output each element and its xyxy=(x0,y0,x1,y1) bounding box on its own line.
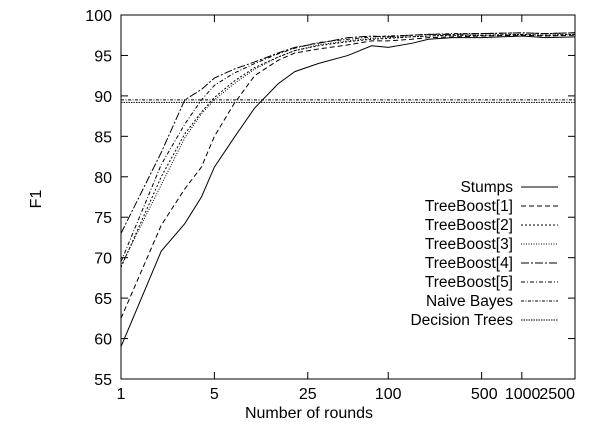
legend-label: TreeBoost[3] xyxy=(425,236,513,253)
y-tick-label: 80 xyxy=(94,170,112,187)
series-line-4 xyxy=(120,33,576,266)
x-tick-label: 100 xyxy=(375,386,402,403)
y-tick-label: 70 xyxy=(94,251,112,268)
plot-frame xyxy=(120,14,576,380)
y-tick-label: 85 xyxy=(94,129,112,146)
legend-label: TreeBoost[5] xyxy=(425,274,513,291)
legend: Stumps TreeBoost[1] TreeBoost[2] TreeBoost[… xyxy=(410,179,558,329)
legend-label: TreeBoost[1] xyxy=(425,198,513,215)
legend-label: Stumps xyxy=(460,179,513,196)
series-line-1 xyxy=(120,35,576,347)
x-tick-label: 1 xyxy=(117,386,126,403)
y-tick-label: 90 xyxy=(94,89,112,106)
y-tick-label: 65 xyxy=(94,291,112,308)
y-tick-label: 100 xyxy=(85,8,112,25)
y-tick-label: 60 xyxy=(94,332,112,349)
legend-label: TreeBoost[2] xyxy=(425,217,513,234)
y-tick-label: 55 xyxy=(94,372,112,389)
series-line-5 xyxy=(120,32,576,234)
legend-label: Decision Trees xyxy=(410,312,513,329)
series-group xyxy=(120,32,576,347)
y-axis: 55 60 65 70 75 80 85 90 95 100 xyxy=(85,8,575,389)
series-line-2 xyxy=(120,34,576,319)
x-tick-label: 5 xyxy=(210,386,219,403)
plot-frame-group xyxy=(120,14,576,380)
y-tick-label: 95 xyxy=(94,48,112,65)
x-tick-label: 500 xyxy=(471,386,498,403)
legend-label: TreeBoost[4] xyxy=(425,255,513,272)
y-tick-label: 75 xyxy=(94,210,112,227)
x-tick-label: 1000 xyxy=(505,386,541,403)
x-tick-label: 25 xyxy=(299,386,317,403)
y-axis-label: F1 xyxy=(28,190,45,209)
x-tick-label: 2500 xyxy=(539,386,575,403)
x-axis-label: Number of rounds xyxy=(245,405,373,422)
legend-label: Naive Bayes xyxy=(426,293,513,310)
